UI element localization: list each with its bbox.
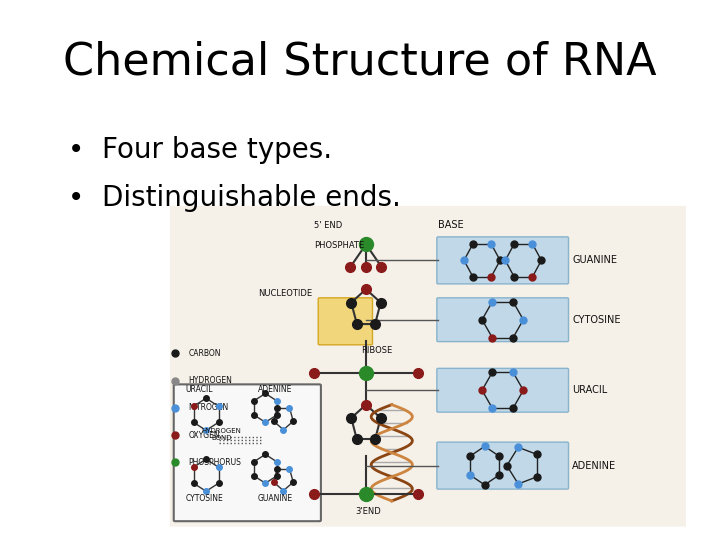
Text: Chemical Structure of RNA: Chemical Structure of RNA — [63, 40, 657, 83]
Text: HYDROGEN
BOND: HYDROGEN BOND — [202, 428, 241, 441]
Text: CYTOSINE: CYTOSINE — [572, 315, 621, 325]
Text: OXYGEN: OXYGEN — [189, 430, 220, 440]
FancyBboxPatch shape — [318, 298, 372, 345]
Text: CARBON: CARBON — [189, 349, 221, 358]
Text: PHOSPHATE: PHOSPHATE — [315, 240, 364, 249]
Text: URACIL: URACIL — [186, 385, 213, 394]
FancyBboxPatch shape — [437, 442, 569, 489]
Text: HYDROGEN: HYDROGEN — [189, 376, 233, 385]
Text: GUANINE: GUANINE — [258, 494, 293, 503]
Text: GUANINE: GUANINE — [572, 255, 617, 265]
Text: ADENINE: ADENINE — [258, 385, 292, 394]
FancyBboxPatch shape — [170, 206, 686, 526]
Text: CYTOSINE: CYTOSINE — [186, 494, 223, 503]
Text: NUCLEOTIDE: NUCLEOTIDE — [258, 289, 312, 298]
Text: URACIL: URACIL — [572, 385, 608, 395]
Text: RIBOSE: RIBOSE — [361, 346, 392, 355]
Text: BASE: BASE — [438, 220, 464, 231]
FancyBboxPatch shape — [437, 368, 569, 412]
Text: NITROGEN: NITROGEN — [189, 403, 229, 413]
FancyBboxPatch shape — [174, 384, 321, 521]
Text: PHOSPHORUS: PHOSPHORUS — [189, 458, 241, 467]
Text: ADENINE: ADENINE — [572, 461, 616, 470]
FancyBboxPatch shape — [437, 298, 569, 342]
Text: 5' END: 5' END — [315, 221, 343, 231]
Text: •  Four base types.: • Four base types. — [68, 137, 332, 164]
FancyBboxPatch shape — [437, 237, 569, 284]
Text: •  Distinguishable ends.: • Distinguishable ends. — [68, 185, 401, 212]
Text: 3'END: 3'END — [356, 507, 382, 516]
